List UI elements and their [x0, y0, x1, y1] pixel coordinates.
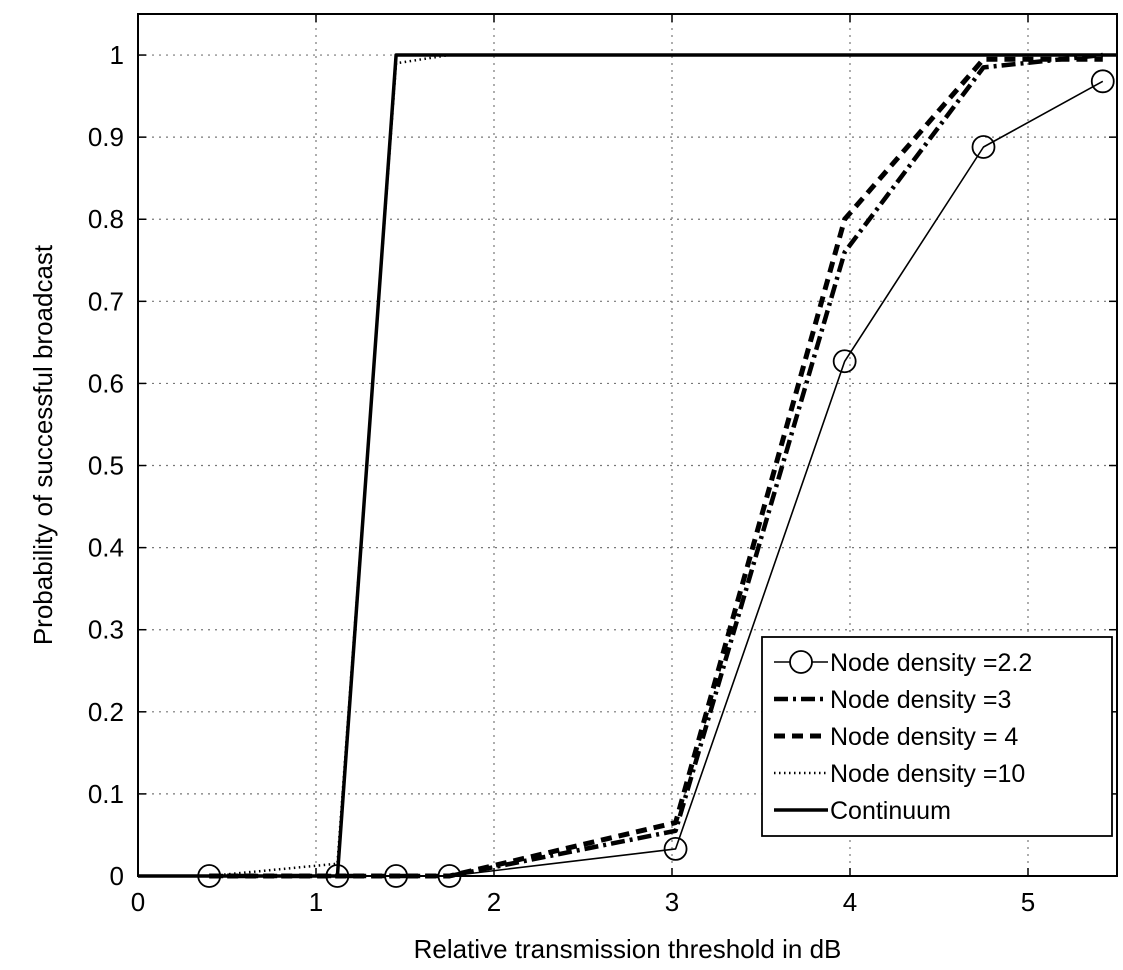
data-point-marker: [1090, 69, 1115, 94]
x-tick-label: 3: [665, 887, 679, 917]
y-tick-label: 0.9: [88, 122, 124, 152]
legend-label: Node density =3: [830, 686, 1011, 714]
axis-ticks: 0 1 2 3 4 5 0 0.1 0.2 0.3 0.4 0.5 0.6 0.7 0.8 0.9 1: [88, 14, 1117, 917]
legend-label: Node density =2.2: [830, 649, 1032, 677]
y-tick-label: 0: [110, 861, 124, 891]
y-tick-label: 0.1: [88, 779, 124, 809]
y-tick-label: 0.5: [88, 451, 124, 481]
y-axis-label: Probability of successful broadcast: [28, 244, 58, 645]
legend-label: Continuum: [830, 797, 951, 825]
y-tick-label: 0.2: [88, 697, 124, 727]
data-point-marker: [971, 135, 996, 159]
y-tick-label: 1: [110, 40, 124, 70]
legend-label: Node density =10: [830, 760, 1025, 788]
x-tick-label: 2: [487, 887, 501, 917]
x-axis-label: Relative transmission threshold in dB: [414, 934, 842, 964]
data-point-marker: [832, 349, 857, 374]
y-tick-label: 0.6: [88, 368, 124, 398]
x-tick-label: 1: [309, 887, 323, 917]
y-tick-label: 0.8: [88, 204, 124, 234]
x-tick-label: 0: [131, 887, 145, 917]
y-tick-label: 0.4: [88, 533, 124, 563]
legend-marker: [789, 650, 813, 674]
y-tick-label: 0.3: [88, 615, 124, 645]
data-point-marker: [663, 837, 688, 861]
plot-frame: [137, 13, 1118, 877]
y-tick-label: 0.7: [88, 286, 124, 316]
x-tick-label: 5: [1021, 887, 1035, 917]
legend: Node density =2.2 Node density =3 Node den…: [761, 636, 1113, 837]
x-tick-label: 4: [843, 887, 857, 917]
legend-label: Node density = 4: [830, 723, 1018, 751]
